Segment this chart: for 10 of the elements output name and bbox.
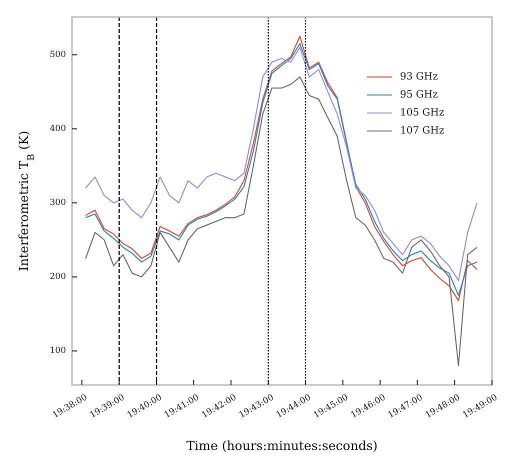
y-tick-label: 200: [50, 272, 66, 282]
x-axis-title: Time (hours:minutes:seconds): [186, 438, 378, 453]
y-tick-label: 100: [50, 346, 66, 356]
y-tick-label: 300: [50, 198, 66, 208]
y-tick-label: 500: [50, 50, 66, 60]
legend-label: 107 GHz: [400, 126, 444, 136]
legend-label: 95 GHz: [400, 90, 438, 100]
legend-label: 105 GHz: [400, 108, 444, 118]
y-tick-label: 400: [50, 124, 66, 134]
legend-label: 93 GHz: [400, 72, 438, 82]
